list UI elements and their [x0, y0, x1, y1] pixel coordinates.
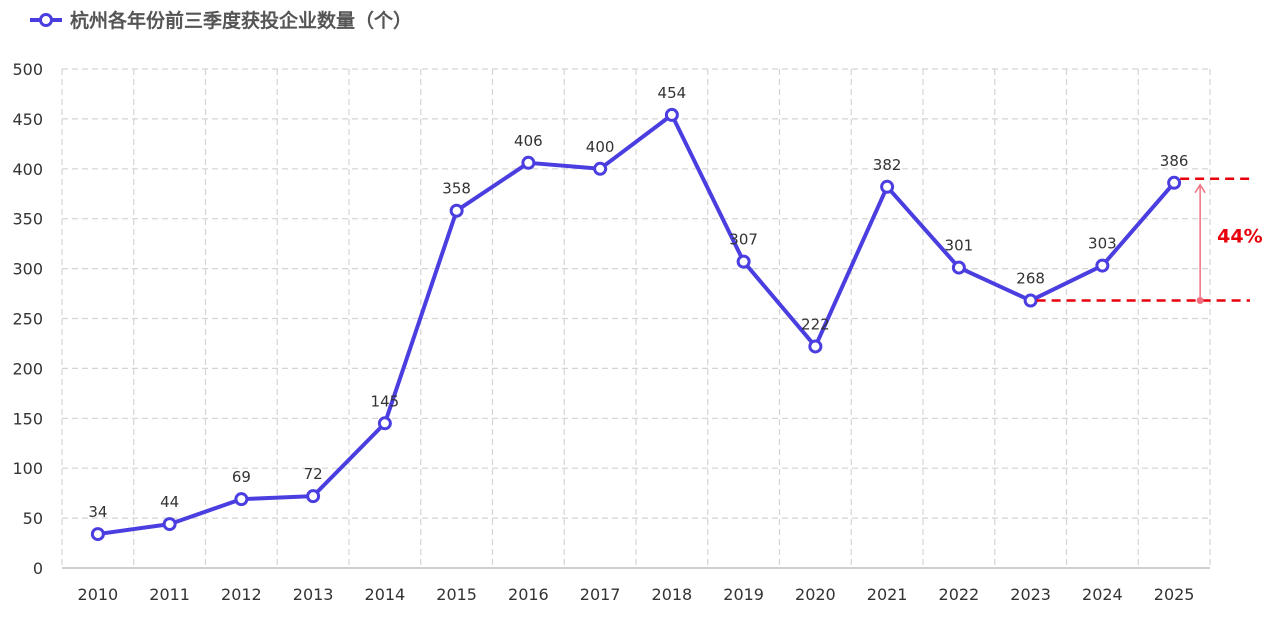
data-label: 222	[801, 315, 830, 333]
y-tick-label: 450	[12, 110, 43, 129]
data-label: 400	[586, 138, 615, 156]
data-point	[951, 260, 966, 275]
series-group	[90, 107, 1182, 542]
data-label: 303	[1088, 235, 1117, 253]
x-tick-label: 2025	[1154, 585, 1195, 604]
y-tick-label: 0	[33, 559, 43, 578]
y-tick-label: 150	[12, 409, 43, 428]
x-tick-label: 2012	[221, 585, 262, 604]
data-point	[664, 107, 679, 122]
data-point	[1167, 175, 1182, 190]
legend-label: 杭州各年份前三季度获投企业数量（个）	[70, 9, 412, 32]
annotation-arrow-base	[1196, 297, 1204, 305]
x-tick-label: 2015	[436, 585, 477, 604]
x-tick-label: 2014	[365, 585, 406, 604]
data-label: 268	[1016, 270, 1045, 288]
x-tick-label: 2017	[580, 585, 621, 604]
y-tick-label: 300	[12, 260, 43, 279]
y-tick-label: 100	[12, 459, 43, 478]
x-tick-label: 2018	[652, 585, 693, 604]
data-labels: 34 44 69 72 145 358 406 400 454 307 222 382 301 268 30…	[88, 84, 1188, 521]
y-tick-label: 250	[12, 310, 43, 329]
data-label: 406	[514, 132, 543, 150]
annotation-arrow-head	[1194, 183, 1206, 194]
data-label: 386	[1160, 152, 1189, 170]
data-label: 358	[442, 180, 471, 198]
data-label: 34	[88, 503, 107, 521]
data-label: 72	[304, 465, 323, 483]
annotation-label: 44%	[1217, 226, 1262, 248]
data-point	[162, 517, 177, 532]
data-label: 301	[945, 237, 974, 255]
data-point	[880, 179, 895, 194]
data-point	[1023, 293, 1038, 308]
data-label: 454	[658, 84, 687, 102]
x-tick-label: 2020	[795, 585, 836, 604]
y-tick-label: 500	[12, 60, 43, 79]
data-point	[593, 161, 608, 176]
axes: 0 50 100 150 200 250 300 350 400 450 500 2010 2011 20…	[12, 60, 1210, 604]
x-tick-label: 2021	[867, 585, 908, 604]
x-tick-label: 2024	[1082, 585, 1123, 604]
x-tick-label: 2013	[293, 585, 334, 604]
data-point	[306, 489, 321, 504]
y-tick-label: 50	[23, 509, 43, 528]
data-label: 69	[232, 468, 251, 486]
data-label: 382	[873, 156, 902, 174]
x-tick-label: 2019	[723, 585, 764, 604]
data-point	[377, 416, 392, 431]
y-tick-label: 400	[12, 160, 43, 179]
x-tick-label: 2010	[78, 585, 119, 604]
data-point	[1095, 258, 1110, 273]
data-label: 44	[160, 493, 179, 511]
growth-annotation: 44%	[1036, 177, 1263, 305]
x-tick-label: 2023	[1010, 585, 1051, 604]
legend-marker-swatch	[39, 13, 53, 27]
y-tick-label: 350	[12, 210, 43, 229]
data-point	[808, 339, 823, 354]
data-point	[234, 492, 249, 507]
data-point	[449, 203, 464, 218]
x-tick-label: 2016	[508, 585, 549, 604]
x-tick-label: 2022	[939, 585, 980, 604]
series-line	[95, 112, 1177, 537]
data-point	[90, 527, 105, 542]
data-point	[521, 155, 536, 170]
y-tick-label: 200	[12, 359, 43, 378]
x-tick-label: 2011	[149, 585, 190, 604]
legend: 杭州各年份前三季度获投企业数量（个）	[30, 9, 412, 32]
data-label: 145	[371, 392, 400, 410]
data-point	[736, 254, 751, 269]
grid	[61, 68, 1211, 568]
data-label: 307	[729, 231, 758, 249]
